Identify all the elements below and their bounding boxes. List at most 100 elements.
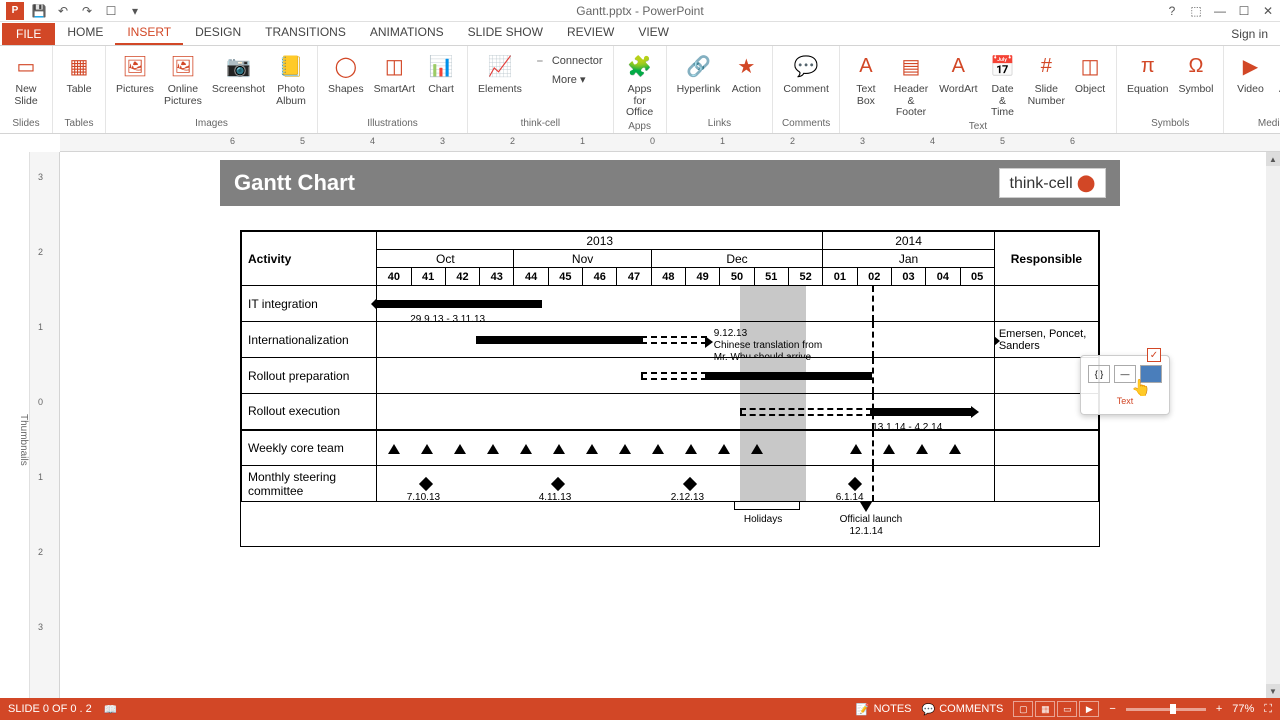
screenshot-button[interactable]: 📷Screenshot (208, 48, 269, 98)
group-label: Slides (6, 118, 46, 131)
slide-canvas: Gantt Chart think-cell ⬤ Activity2013201… (60, 152, 1280, 698)
title-bar: P 💾 ↶ ↷ ☐ ▾ Gantt.pptx - PowerPoint ? ⬚ … (0, 0, 1280, 22)
tab-view[interactable]: VIEW (626, 21, 681, 45)
ribbon-group-images: 🖼Pictures🖼Online Pictures📷Screenshot📒Pho… (106, 46, 318, 133)
zoom-out-icon[interactable]: − (1109, 703, 1115, 715)
slide[interactable]: Gantt Chart think-cell ⬤ Activity2013201… (220, 160, 1120, 660)
more--button[interactable]: More ▾ (528, 70, 607, 88)
object-button[interactable]: ◫Object (1070, 48, 1110, 98)
scroll-up-icon[interactable]: ▲ (1266, 152, 1280, 166)
apps-for-office-button[interactable]: 🧩Apps for Office (620, 48, 660, 121)
ribbon-group-comments: 💬Comment Comments (773, 46, 840, 133)
file-tab[interactable]: FILE (2, 23, 55, 45)
tab-home[interactable]: HOME (55, 21, 115, 45)
tab-slide show[interactable]: SLIDE SHOW (456, 21, 555, 45)
minimize-icon[interactable]: — (1208, 0, 1232, 22)
normal-view-icon[interactable]: ▢ (1013, 701, 1033, 717)
tab-design[interactable]: DESIGN (183, 21, 253, 45)
popup-text-label: Text (1085, 396, 1165, 406)
qat-customize-icon[interactable]: ▾ (126, 2, 144, 20)
ribbon-tabs: FILE HOMEINSERTDESIGNTRANSITIONSANIMATIO… (0, 22, 1280, 46)
ribbon-group-slides: ▭New Slide Slides (0, 46, 53, 133)
slideshow-view-icon[interactable]: ▶ (1079, 701, 1099, 717)
group-label: Comments (779, 118, 833, 131)
cursor-icon: 👆 (1131, 378, 1151, 398)
group-label: Illustrations (324, 118, 461, 131)
close-icon[interactable]: ✕ (1256, 0, 1280, 22)
notes-button[interactable]: 📝 NOTES (856, 703, 912, 716)
ribbon-group-tables: ▦Table Tables (53, 46, 106, 133)
ruler-vertical: 3210123 (30, 152, 60, 698)
popup-checkbox-icon[interactable]: ✓ (1147, 348, 1161, 362)
gantt-chart[interactable]: Activity20132014ResponsibleOctNovDecJan4… (240, 230, 1100, 547)
wordart-button[interactable]: AWordArt (936, 48, 980, 98)
ribbon-group-apps: 🧩Apps for OfficeApps (614, 46, 667, 133)
status-bar: SLIDE 0 OF 0 . 2 📖 📝 NOTES 💬 COMMENTS ▢ … (0, 698, 1280, 720)
date-time-button[interactable]: 📅Date & Time (983, 48, 1023, 121)
zoom-slider[interactable] (1126, 708, 1206, 711)
help-icon[interactable]: ? (1160, 0, 1184, 22)
ribbon: ▭New Slide Slides ▦Table Tables 🖼Pictures🖼On… (0, 46, 1280, 134)
group-label: Images (112, 118, 311, 131)
sorter-view-icon[interactable]: ▦ (1035, 701, 1055, 717)
slide-title-bar: Gantt Chart think-cell ⬤ (220, 160, 1120, 206)
tab-transitions[interactable]: TRANSITIONS (253, 21, 358, 45)
group-label: Apps (620, 121, 660, 134)
undo-icon[interactable]: ↶ (54, 2, 72, 20)
hyperlink-button[interactable]: 🔗Hyperlink (673, 48, 725, 98)
sign-in-link[interactable]: Sign in (1219, 23, 1280, 45)
action-button[interactable]: ★Action (726, 48, 766, 98)
ribbon-group-illustrations: ◯Shapes◫SmartArt📊Chart Illustrations (318, 46, 468, 133)
equation-button[interactable]: πEquation (1123, 48, 1172, 98)
maximize-icon[interactable]: ☐ (1232, 0, 1256, 22)
pictures-button[interactable]: 🖼Pictures (112, 48, 158, 98)
text-box-button[interactable]: AText Box (846, 48, 886, 109)
group-label: Symbols (1123, 118, 1217, 131)
ruler-horizontal: 6543210123456 (60, 134, 1280, 152)
tab-animations[interactable]: ANIMATIONS (358, 21, 456, 45)
group-label: Media (1230, 118, 1280, 131)
photo-album-button[interactable]: 📒Photo Album (271, 48, 311, 109)
symbol-button[interactable]: ΩSymbol (1174, 48, 1217, 98)
ribbon-display-icon[interactable]: ⬚ (1184, 0, 1208, 22)
audio-button[interactable]: 🔊Audio (1272, 48, 1280, 98)
fit-window-icon[interactable]: ⛶ (1264, 703, 1272, 716)
redo-icon[interactable]: ↷ (78, 2, 96, 20)
thumbnails-panel[interactable]: Thumbnails (0, 152, 30, 698)
view-mode-buttons[interactable]: ▢ ▦ ▭ ▶ (1013, 701, 1099, 717)
scrollbar-vertical[interactable]: ▲ ▼ (1266, 152, 1280, 698)
comments-button[interactable]: 💬 COMMENTS (922, 703, 1004, 716)
touch-mode-icon[interactable]: ☐ (102, 2, 120, 20)
label-insert-popup[interactable]: ✓ { } — Text 👆 (1080, 355, 1170, 415)
header-footer-button[interactable]: ▤Header & Footer (888, 48, 934, 121)
app-icon: P (6, 2, 24, 20)
table-button[interactable]: ▦Table (59, 48, 99, 98)
reading-view-icon[interactable]: ▭ (1057, 701, 1077, 717)
comment-button[interactable]: 💬Comment (779, 48, 833, 98)
scroll-down-icon[interactable]: ▼ (1266, 684, 1280, 698)
group-label: think-cell (474, 118, 607, 131)
ribbon-group-links: 🔗Hyperlink★ActionLinks (667, 46, 774, 133)
group-label: Tables (59, 118, 99, 131)
group-label: Text (846, 121, 1110, 134)
save-icon[interactable]: 💾 (30, 2, 48, 20)
online-pictures-button[interactable]: 🖼Online Pictures (160, 48, 206, 109)
elements-button[interactable]: 📈Elements (474, 48, 526, 98)
smartart-button[interactable]: ◫SmartArt (370, 48, 419, 98)
shapes-button[interactable]: ◯Shapes (324, 48, 368, 98)
tab-review[interactable]: REVIEW (555, 21, 626, 45)
chart-button[interactable]: 📊Chart (421, 48, 461, 98)
spell-check-icon[interactable]: 📖 (104, 703, 118, 716)
workspace: Thumbnails 3210123 Gantt Chart think-cel… (0, 152, 1280, 698)
zoom-level[interactable]: 77% (1232, 703, 1254, 715)
ribbon-group-text: AText Box▤Header & FooterAWordArt📅Date &… (840, 46, 1117, 133)
video-button[interactable]: ▶Video (1230, 48, 1270, 98)
document-title: Gantt.pptx - PowerPoint (576, 4, 703, 18)
think-cell-logo: think-cell ⬤ (999, 168, 1107, 198)
connector-button[interactable]: ⎯Connector (528, 52, 607, 70)
slide-number-button[interactable]: #Slide Number (1025, 48, 1068, 109)
tab-insert[interactable]: INSERT (115, 21, 183, 45)
zoom-in-icon[interactable]: + (1216, 703, 1222, 715)
popup-bracket-icon[interactable]: { } (1088, 365, 1110, 383)
new-slide-button[interactable]: ▭New Slide (6, 48, 46, 109)
